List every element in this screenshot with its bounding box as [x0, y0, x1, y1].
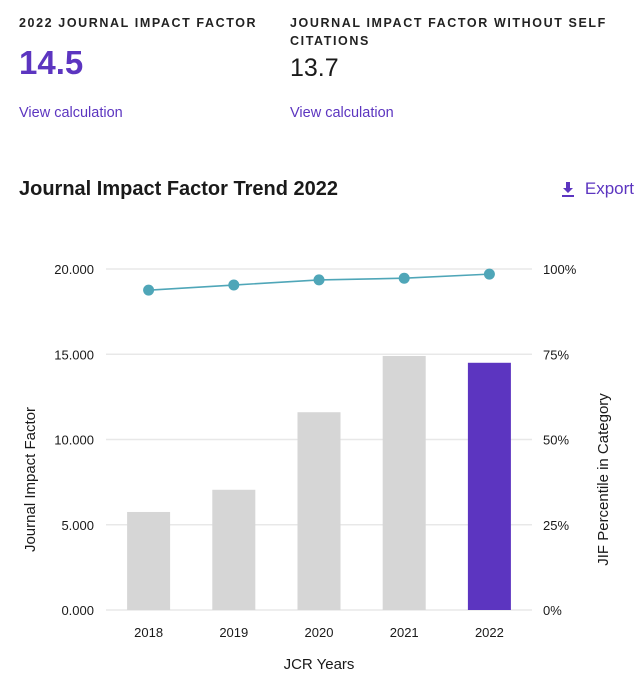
right-tick-label: 50%	[543, 433, 569, 448]
left-tick-label: 0.000	[61, 603, 94, 618]
left-tick-label: 10.000	[54, 433, 94, 448]
left-tick-label: 20.000	[54, 262, 94, 277]
right-axis-ticks: 0% 25% 50% 75% 100%	[543, 262, 577, 618]
x-tick-label: 2019	[219, 625, 248, 640]
bars	[127, 355, 511, 610]
jif-trend-chart: 0.000 5.000 10.000 15.000 20.000 0% 25% 50% 75%…	[22, 262, 612, 673]
jif-view-calculation-link[interactable]: View calculation	[19, 105, 123, 121]
jif-without-self-citations-value: 13.7	[290, 54, 339, 82]
jif-without-self-citations-view-calculation-link[interactable]: View calculation	[290, 105, 394, 121]
bar-2020	[297, 412, 341, 610]
chart-section-title: Journal Impact Factor Trend 2022	[19, 178, 338, 200]
y2-axis-title: JIF Percentile in Category	[595, 393, 612, 566]
export-label: Export	[584, 179, 634, 198]
download-icon	[561, 182, 574, 197]
y-axis-title: Journal Impact Factor	[22, 407, 39, 552]
jif-label: 2022 Journal Impact Factor	[19, 16, 258, 30]
right-tick-label: 100%	[543, 262, 577, 277]
bar-2018	[127, 511, 171, 610]
jif-without-self-citations-label: Journal Impact Factor without self citat…	[290, 16, 607, 48]
x-axis-ticks: 2018 2019 2020 2021 2022	[134, 625, 504, 640]
left-tick-label: 15.000	[54, 347, 94, 362]
percentile-point-2019	[228, 279, 240, 291]
x-tick-label: 2021	[390, 625, 419, 640]
jif-metric: 2022 Journal Impact Factor 14.5 View cal…	[19, 0, 269, 121]
percentile-point-2020	[313, 274, 325, 286]
x-tick-label: 2020	[305, 625, 334, 640]
left-axis-ticks: 0.000 5.000 10.000 15.000 20.000	[54, 262, 94, 618]
percentile-point-2021	[398, 272, 410, 284]
bar-2021	[382, 355, 426, 610]
jif-value: 14.5	[19, 44, 84, 81]
jif-without-self-citations-metric: Journal Impact Factor without self citat…	[290, 0, 620, 121]
x-tick-label: 2022	[475, 625, 504, 640]
percentile-point-2018	[143, 284, 155, 296]
right-tick-label: 75%	[543, 347, 569, 362]
x-tick-label: 2018	[134, 625, 163, 640]
bar-2019	[212, 489, 256, 610]
left-tick-label: 5.000	[61, 518, 94, 533]
bar-2022	[467, 362, 511, 610]
right-tick-label: 0%	[543, 603, 562, 618]
percentile-line	[143, 268, 495, 296]
export-button[interactable]: Export	[561, 179, 634, 199]
x-axis-title: JCR Years	[284, 656, 355, 673]
right-tick-label: 25%	[543, 518, 569, 533]
percentile-point-2022	[483, 268, 495, 280]
